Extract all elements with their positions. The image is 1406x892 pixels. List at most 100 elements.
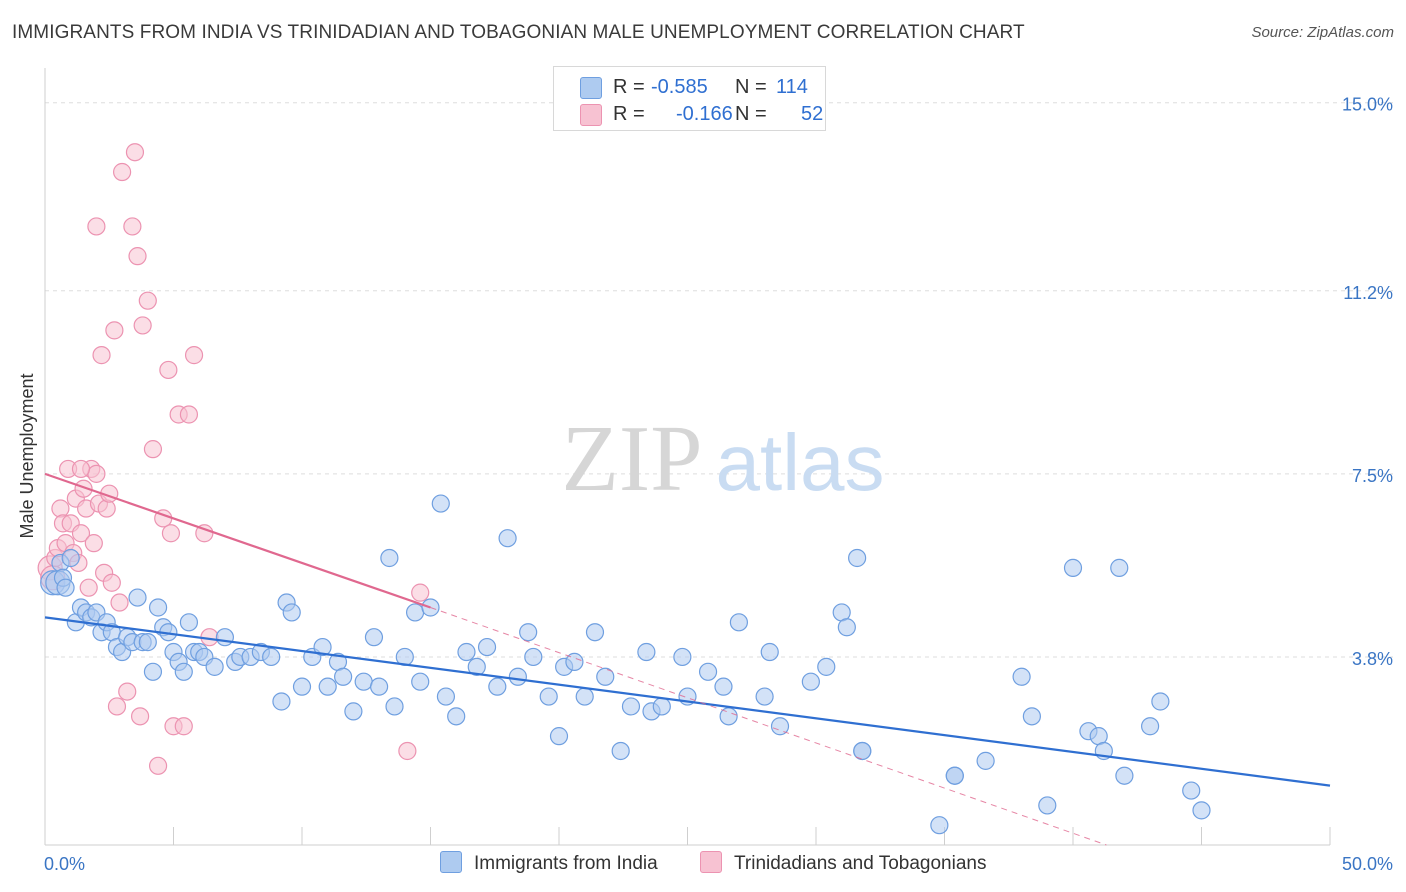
india-point	[128, 588, 147, 607]
india-point	[770, 717, 790, 736]
india-point	[61, 548, 80, 568]
india-point	[1115, 766, 1134, 785]
legend-r-value: -0.585	[651, 76, 708, 98]
legend-swatch-pink	[580, 104, 602, 126]
india-point	[354, 672, 373, 691]
trinidad-point	[398, 741, 417, 761]
watermark-atlas: atlas	[716, 418, 885, 507]
india-point	[611, 741, 630, 761]
india-point	[292, 677, 312, 696]
india-trend-line	[44, 616, 1331, 787]
y-tick-label: 7.5%	[1352, 466, 1393, 486]
watermark-zip: ZIP	[562, 407, 703, 511]
india-point	[519, 623, 538, 642]
india-point	[729, 613, 749, 632]
india-point	[205, 657, 224, 676]
india-point	[282, 603, 301, 622]
trinidad-point	[107, 697, 127, 716]
india-point	[143, 662, 163, 681]
trinidad-point	[174, 717, 193, 736]
india-point	[498, 529, 517, 548]
india-point	[148, 598, 168, 617]
india-point	[801, 672, 820, 691]
india-point	[760, 642, 779, 662]
trinidad-point	[148, 756, 168, 775]
trinidad-trend-line	[44, 472, 431, 609]
axes	[44, 68, 1331, 846]
india-point	[549, 727, 569, 746]
india-point	[1038, 796, 1057, 815]
india-point	[138, 633, 157, 652]
trinidad-point	[143, 440, 163, 459]
bottom-legend-trinidad: Trinidadians and Tobagonians	[700, 851, 986, 875]
trinidad-point	[97, 499, 116, 518]
india-point	[1151, 692, 1170, 711]
india-point	[447, 707, 466, 726]
india-point	[318, 677, 337, 696]
india-point	[565, 652, 584, 672]
chart-title: IMMIGRANTS FROM INDIA VS TRINIDADIAN AND…	[12, 22, 1025, 43]
india-point	[179, 613, 199, 632]
india-point	[1063, 558, 1083, 577]
india-point	[652, 697, 671, 716]
trinidad-point	[133, 316, 152, 335]
india-point	[405, 603, 425, 622]
india-point	[174, 662, 193, 681]
india-point	[1182, 781, 1201, 800]
trinidad-point	[195, 524, 214, 543]
correlation-legend: R = -0.585 N = 114 R = -0.166 N = 52	[553, 66, 826, 131]
legend-r-label: R =	[613, 76, 645, 98]
india-point	[344, 702, 363, 721]
trinidad-point	[102, 573, 121, 592]
trinidad-point	[161, 524, 181, 543]
bottom-legend-swatch-pink	[700, 851, 722, 873]
india-point	[755, 687, 774, 706]
india-point	[262, 647, 281, 667]
india-point	[411, 672, 430, 691]
india-point	[477, 637, 497, 657]
trinidad-point	[87, 217, 106, 236]
legend-n-value: 114	[776, 76, 808, 98]
trinidad-point	[138, 291, 157, 310]
india-point	[539, 687, 558, 706]
india-point	[56, 578, 75, 597]
source-label: Source: ZipAtlas.com	[1251, 24, 1394, 41]
trend-lines	[44, 472, 1331, 846]
india-point	[1110, 558, 1129, 577]
india-point	[585, 623, 605, 642]
trinidad-point	[411, 583, 430, 602]
india-point	[508, 667, 527, 686]
tick-labels: 3.8% 7.5% 11.2% 15.0% 0.0% 50.0%	[44, 95, 1393, 874]
trinidad-point	[79, 578, 98, 597]
india-point	[524, 647, 543, 667]
india-point	[637, 642, 656, 662]
trinidad-point	[159, 360, 178, 380]
legend-swatch-blue	[580, 77, 602, 99]
legend-n-value: 52	[801, 103, 824, 125]
legend-r-value: -0.166	[676, 103, 733, 125]
trinidad-point	[123, 217, 142, 236]
india-point	[1012, 667, 1031, 686]
legend-r-label: R =	[613, 103, 645, 125]
y-tick-label: 15.0%	[1342, 95, 1393, 115]
trinidad-point	[51, 499, 70, 518]
bottom-legend-india: Immigrants from India	[440, 851, 658, 875]
y-tick-label: 11.2%	[1343, 283, 1393, 303]
india-point	[976, 751, 995, 770]
india-point	[837, 618, 856, 637]
bottom-legend-label: Trinidadians and Tobagonians	[734, 853, 987, 874]
india-point	[488, 677, 507, 696]
trinidad-point	[84, 534, 103, 553]
india-point	[215, 628, 234, 647]
trinidad-point	[74, 479, 93, 498]
india-point	[436, 687, 456, 706]
trinidad-point	[112, 162, 132, 182]
trinidad-point	[179, 405, 199, 424]
india-point	[945, 766, 964, 785]
india-point	[370, 677, 389, 696]
watermark: ZIP atlas	[562, 407, 885, 511]
india-point	[313, 637, 332, 657]
trinidad-point	[118, 682, 137, 701]
india-point	[272, 692, 291, 711]
